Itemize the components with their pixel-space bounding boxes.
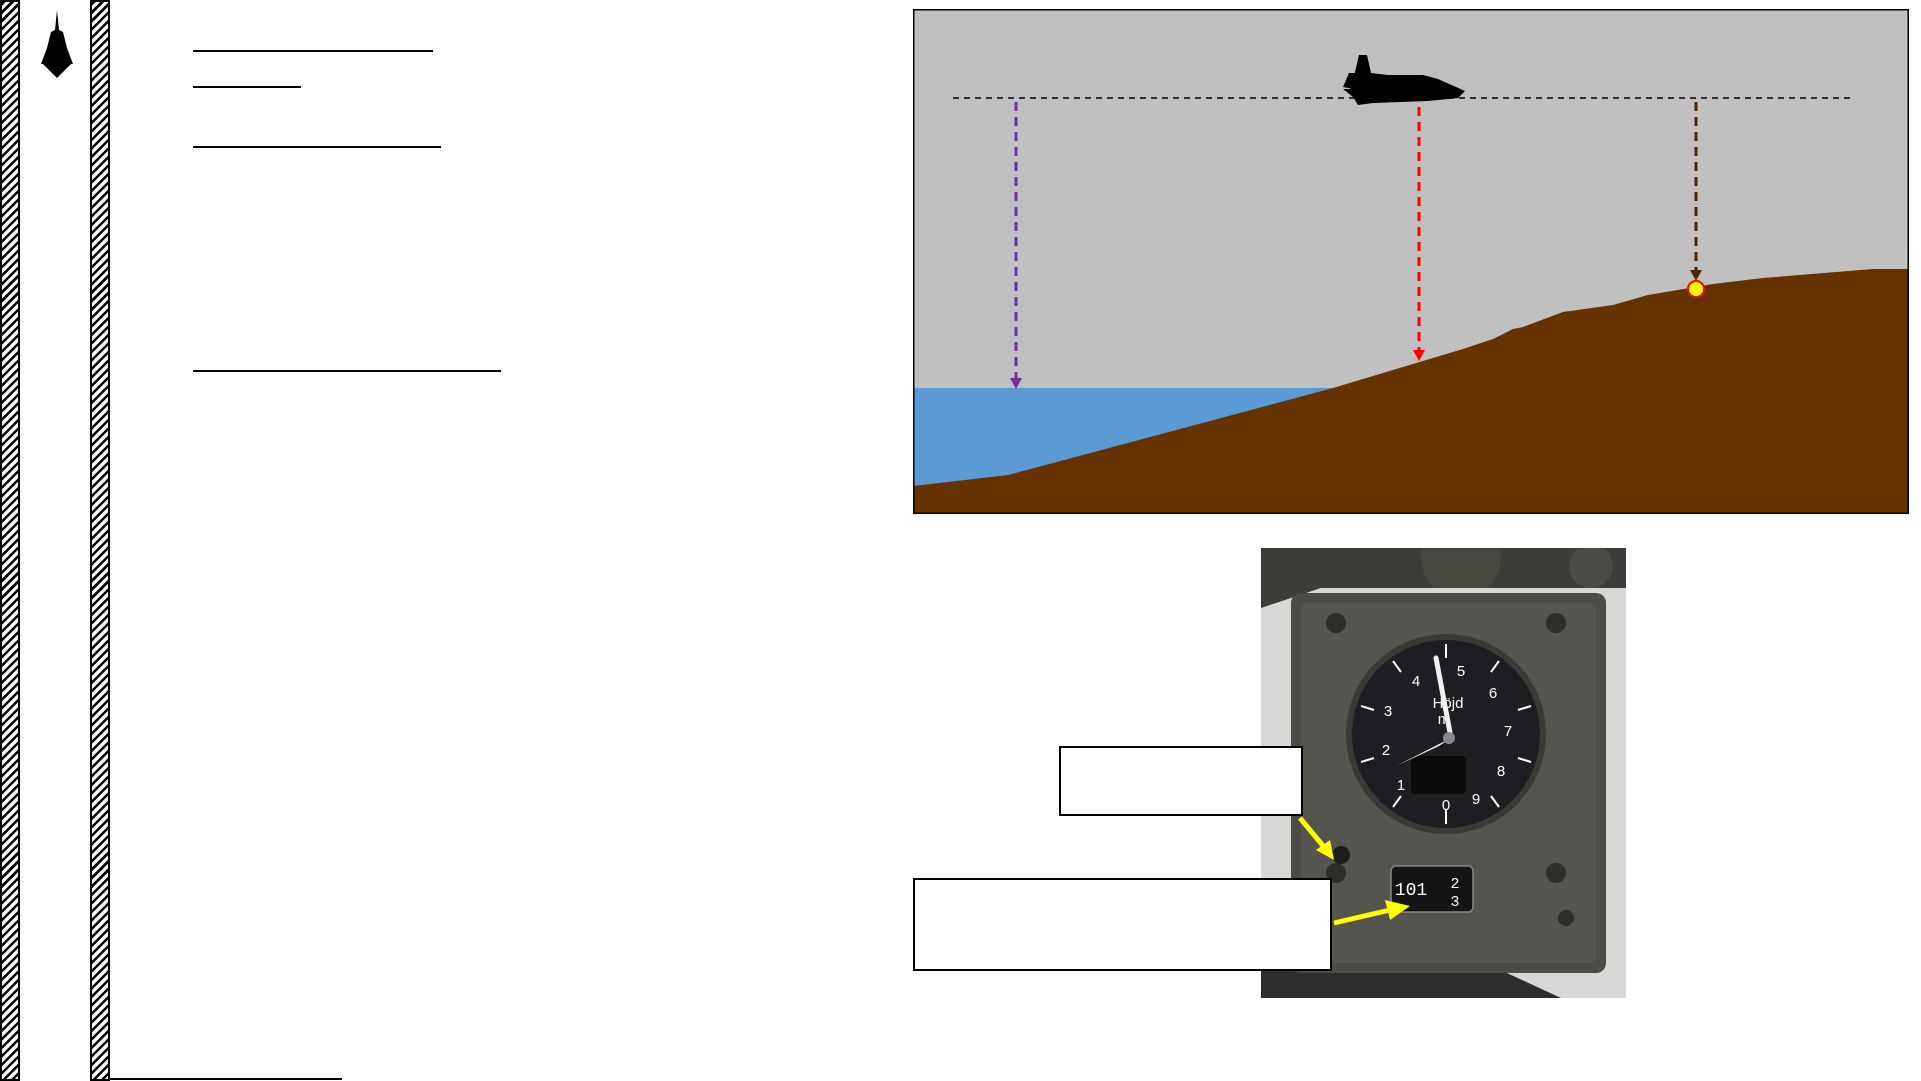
altimeter-photo: 0 1 2 3 4 5 6 7 8 9 Höjd m 101 2 3 xyxy=(1261,548,1626,998)
footer-underline xyxy=(110,1078,342,1080)
heading-3-underline xyxy=(193,146,441,148)
dial-number-0: 0 xyxy=(1442,797,1450,814)
fighter-jet-icon xyxy=(1343,55,1465,105)
target-dot xyxy=(1687,280,1705,298)
dial-label-hojd: Höjd xyxy=(1433,695,1464,712)
dial-number-6: 6 xyxy=(1489,685,1497,702)
dial-number-9: 9 xyxy=(1472,791,1480,808)
pressure-counter-value: 101 xyxy=(1395,881,1427,901)
pressure-counter xyxy=(1390,865,1474,913)
knob-callout-box xyxy=(1059,746,1303,816)
heading-4-underline xyxy=(193,370,501,372)
dial-number-8: 8 xyxy=(1497,763,1505,780)
jet-silhouette-icon xyxy=(41,10,73,78)
right-hatch-bar xyxy=(90,0,110,1081)
dial-number-4: 4 xyxy=(1412,673,1420,690)
purple-arrowhead xyxy=(1010,378,1022,389)
dial-number-5: 5 xyxy=(1457,663,1465,680)
ground-area xyxy=(913,269,1909,514)
dial-number-1: 1 xyxy=(1397,777,1405,794)
counter-callout-box xyxy=(913,878,1332,971)
dial-number-2: 2 xyxy=(1382,742,1390,759)
brown-arrowhead xyxy=(1690,270,1702,281)
heading-1-underline xyxy=(193,50,433,52)
setting-knob xyxy=(1332,846,1350,864)
pressure-counter-digit-bottom: 3 xyxy=(1450,894,1459,911)
altimeter-short-needle xyxy=(1396,738,1451,766)
pressure-counter-digit-top: 2 xyxy=(1450,876,1459,893)
red-arrowhead xyxy=(1413,350,1425,361)
dial-number-7: 7 xyxy=(1504,723,1512,740)
altimeter-long-needle xyxy=(1433,655,1454,741)
left-hatch-bar xyxy=(0,0,20,1081)
dial-number-3: 3 xyxy=(1384,703,1392,720)
heading-2-underline xyxy=(193,86,301,88)
diagram-frame xyxy=(913,9,1909,514)
altimeter-dial-ticks xyxy=(1360,644,1532,824)
altitude-terrain-diagram xyxy=(913,9,1909,514)
